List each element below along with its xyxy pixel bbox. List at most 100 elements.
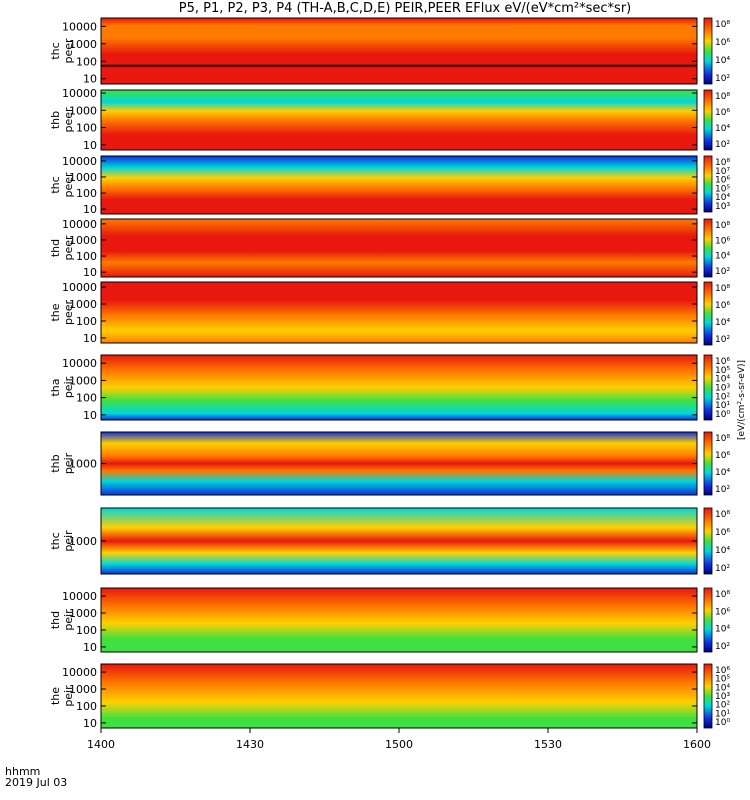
spectrogram-image: [101, 355, 697, 420]
y-tick-label: 10000: [62, 281, 97, 294]
panel-label-instrument: peir: [62, 530, 75, 552]
y-tick-label: 10000: [62, 590, 97, 603]
y-tick-label: 10000: [62, 218, 97, 231]
panel-label-probe: thc: [49, 42, 62, 59]
colorbar-tick-label: 10⁰: [715, 718, 730, 728]
colorbar: [703, 155, 713, 213]
colorbar: [703, 218, 713, 278]
colorbar-unit-label: [eV/(cm²-s-sr-eV)]: [737, 360, 747, 440]
y-tick-label: 10000: [62, 666, 97, 679]
panel-1: 10000 1000 100 10 thc peer 10⁸ 10⁶ 10⁴ 10²: [49, 17, 730, 86]
spectrogram-image: [101, 219, 697, 277]
colorbar-tick-label: 10²: [715, 642, 730, 652]
y-tick-label: 1000: [69, 374, 97, 387]
colorbar: [703, 663, 713, 729]
x-tick-label: 1600: [683, 738, 711, 751]
colorbar-tick-label: 10⁸: [715, 221, 730, 231]
y-tick-label: 10: [83, 139, 97, 152]
colorbar-tick-label: 10⁸: [715, 590, 730, 600]
panel-frame: [100, 354, 698, 421]
y-tick-label: 10: [83, 409, 97, 422]
y-tick-label: 100: [76, 122, 97, 135]
colorbar-tick-label: 10⁶: [715, 301, 730, 311]
panel-label-probe: thb: [49, 111, 62, 129]
colorbar-tick-label: 10⁰: [715, 410, 730, 420]
colorbar-tick-label: 10⁶: [715, 38, 730, 48]
panel-frame: [100, 218, 698, 278]
spectrogram-image: [101, 282, 697, 343]
panel-label-instrument: peer: [62, 300, 75, 326]
colorbar-tick-label: 10⁴: [715, 468, 730, 478]
colorbar: [703, 431, 713, 496]
colorbar: [703, 281, 713, 346]
spectrogram-image: [101, 432, 697, 495]
colorbar-tick-label: 10⁶: [715, 607, 730, 617]
panel-2: 10000 1000 100 10 thb peer 10⁸ 10⁶ 10⁴ 10²: [49, 87, 730, 152]
panel-label-instrument: peer: [62, 235, 75, 261]
panel-frame: [100, 17, 698, 85]
y-tick-label: 100: [76, 315, 97, 328]
spectrogram-image: [101, 664, 697, 728]
y-tick-label: 10: [83, 266, 97, 279]
colorbar-tick-label: 10⁸: [715, 20, 730, 30]
y-tick-label: 1000: [69, 38, 97, 51]
y-tick-label: 10: [83, 717, 97, 730]
y-tick-label: 100: [76, 187, 97, 200]
colorbar-tick-label: 10⁸: [715, 158, 730, 168]
y-tick-label: 100: [76, 55, 97, 68]
colorbar: [703, 89, 713, 151]
panel-label-probe: thc: [49, 176, 62, 193]
colorbar-tick-label: 10²: [715, 267, 730, 277]
panel-label-instrument: peir: [62, 609, 75, 631]
spectrogram-image: [101, 508, 697, 574]
colorbar-tick-label: 10⁴: [715, 252, 730, 262]
spectrogram-image: [101, 18, 697, 84]
colorbar-tick-label: 10⁶: [715, 357, 730, 367]
panel-8: 1000 thc peir 10⁸ 10⁶ 10⁴ 10²: [49, 507, 730, 575]
colorbar-tick-label: 10⁶: [715, 666, 730, 676]
y-tick-label: 100: [76, 700, 97, 713]
colorbar-tick-label: 10⁴: [715, 546, 730, 556]
y-tick-label: 10: [83, 203, 97, 216]
panel-frame: [100, 89, 698, 151]
colorbar-tick-label: 10²: [715, 335, 730, 345]
panel-label-instrument: peer: [62, 172, 75, 198]
y-tick-label: 10000: [62, 155, 97, 168]
panel-frame: [100, 587, 698, 653]
colorbar-tick-label: 10⁷: [715, 167, 730, 177]
panel-label-probe: thb: [49, 454, 62, 472]
spectrogram-image: [101, 90, 697, 150]
panel-label-probe: thd: [49, 611, 62, 629]
colorbar-tick-label: 10²: [715, 701, 730, 711]
colorbar-tick-label: 10⁸: [715, 434, 730, 444]
y-tick-label: 1000: [69, 298, 97, 311]
y-tick-label: 1000: [69, 607, 97, 620]
colorbar-tick-label: 10⁴: [715, 683, 730, 693]
colorbar-tick-label: 10⁴: [715, 375, 730, 385]
panel-4: 10000 1000 100 10 thd peer 10⁸ 10⁶ 10⁴ 10²: [49, 218, 730, 279]
colorbar-tick-label: 10⁶: [715, 451, 730, 461]
panel-10: 10000 1000 100 10 the peir 10⁶10⁵10⁴10³10²10¹1…: [49, 663, 730, 730]
colorbar-tick-label: 10²: [715, 392, 730, 402]
colorbar-tick-label: 10¹: [715, 401, 730, 411]
y-tick-label: 1000: [69, 104, 97, 117]
panel-label-probe: the: [49, 687, 62, 705]
y-tick-label: 100: [76, 392, 97, 405]
colorbar-tick-label: 10⁴: [715, 193, 730, 203]
spectrogram-image: [101, 156, 697, 214]
colorbar-tick-label: 10²: [715, 74, 730, 84]
panel-label-instrument: peir: [62, 376, 75, 398]
colorbar-tick-label: 10⁶: [715, 528, 730, 538]
panel-frame: [100, 281, 698, 344]
colorbar-tick-label: 10²: [715, 140, 730, 150]
colorbar: [703, 507, 713, 575]
time-axis-label: hhmm: [5, 765, 41, 778]
colorbar-tick-label: 10⁴: [715, 625, 730, 635]
colorbar-tick-label: 10⁶: [715, 176, 730, 186]
x-tick-label: 1400: [87, 738, 115, 751]
y-tick-label: 1000: [69, 171, 97, 184]
colorbar-tick-label: 10⁶: [715, 236, 730, 246]
colorbar-tick-label: 10⁴: [715, 318, 730, 328]
panel-label-probe: tha: [49, 378, 62, 396]
